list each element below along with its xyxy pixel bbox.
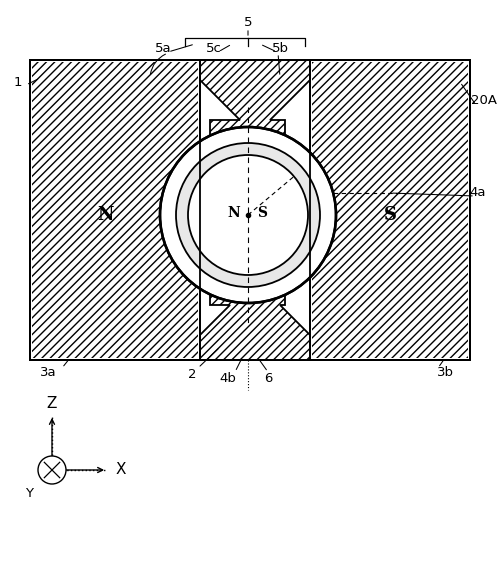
Text: 3a: 3a <box>40 367 56 380</box>
Text: 20A: 20A <box>471 93 497 107</box>
Text: Y: Y <box>25 487 33 500</box>
Bar <box>30 60 200 360</box>
Text: S: S <box>257 206 267 220</box>
Text: 5: 5 <box>244 16 252 29</box>
Bar <box>30 60 200 360</box>
Text: 4b: 4b <box>220 371 236 385</box>
Bar <box>312 62 468 358</box>
Text: Z: Z <box>47 395 57 410</box>
Bar <box>211 248 284 289</box>
Text: 6: 6 <box>264 371 272 385</box>
Polygon shape <box>200 60 310 170</box>
Text: 5c: 5c <box>206 41 222 54</box>
Text: 5b: 5b <box>272 41 288 54</box>
Bar <box>210 248 285 290</box>
Bar <box>210 170 285 180</box>
Text: 5a: 5a <box>155 41 171 54</box>
Text: 1: 1 <box>14 76 22 89</box>
Circle shape <box>188 155 308 275</box>
Circle shape <box>38 456 66 484</box>
Bar <box>30 60 470 360</box>
Bar <box>310 60 470 360</box>
Text: 4a: 4a <box>470 187 486 199</box>
Circle shape <box>176 143 320 287</box>
Text: X: X <box>116 462 126 477</box>
Bar <box>32 62 198 358</box>
Text: S: S <box>384 206 397 224</box>
Bar <box>211 171 284 180</box>
Bar <box>210 180 285 248</box>
Circle shape <box>160 127 336 303</box>
Polygon shape <box>200 290 310 360</box>
Text: 2: 2 <box>188 368 196 381</box>
Bar <box>30 60 470 360</box>
Text: N: N <box>228 206 240 220</box>
Text: 3b: 3b <box>436 367 454 380</box>
Bar <box>310 60 470 360</box>
Text: N: N <box>97 206 113 224</box>
